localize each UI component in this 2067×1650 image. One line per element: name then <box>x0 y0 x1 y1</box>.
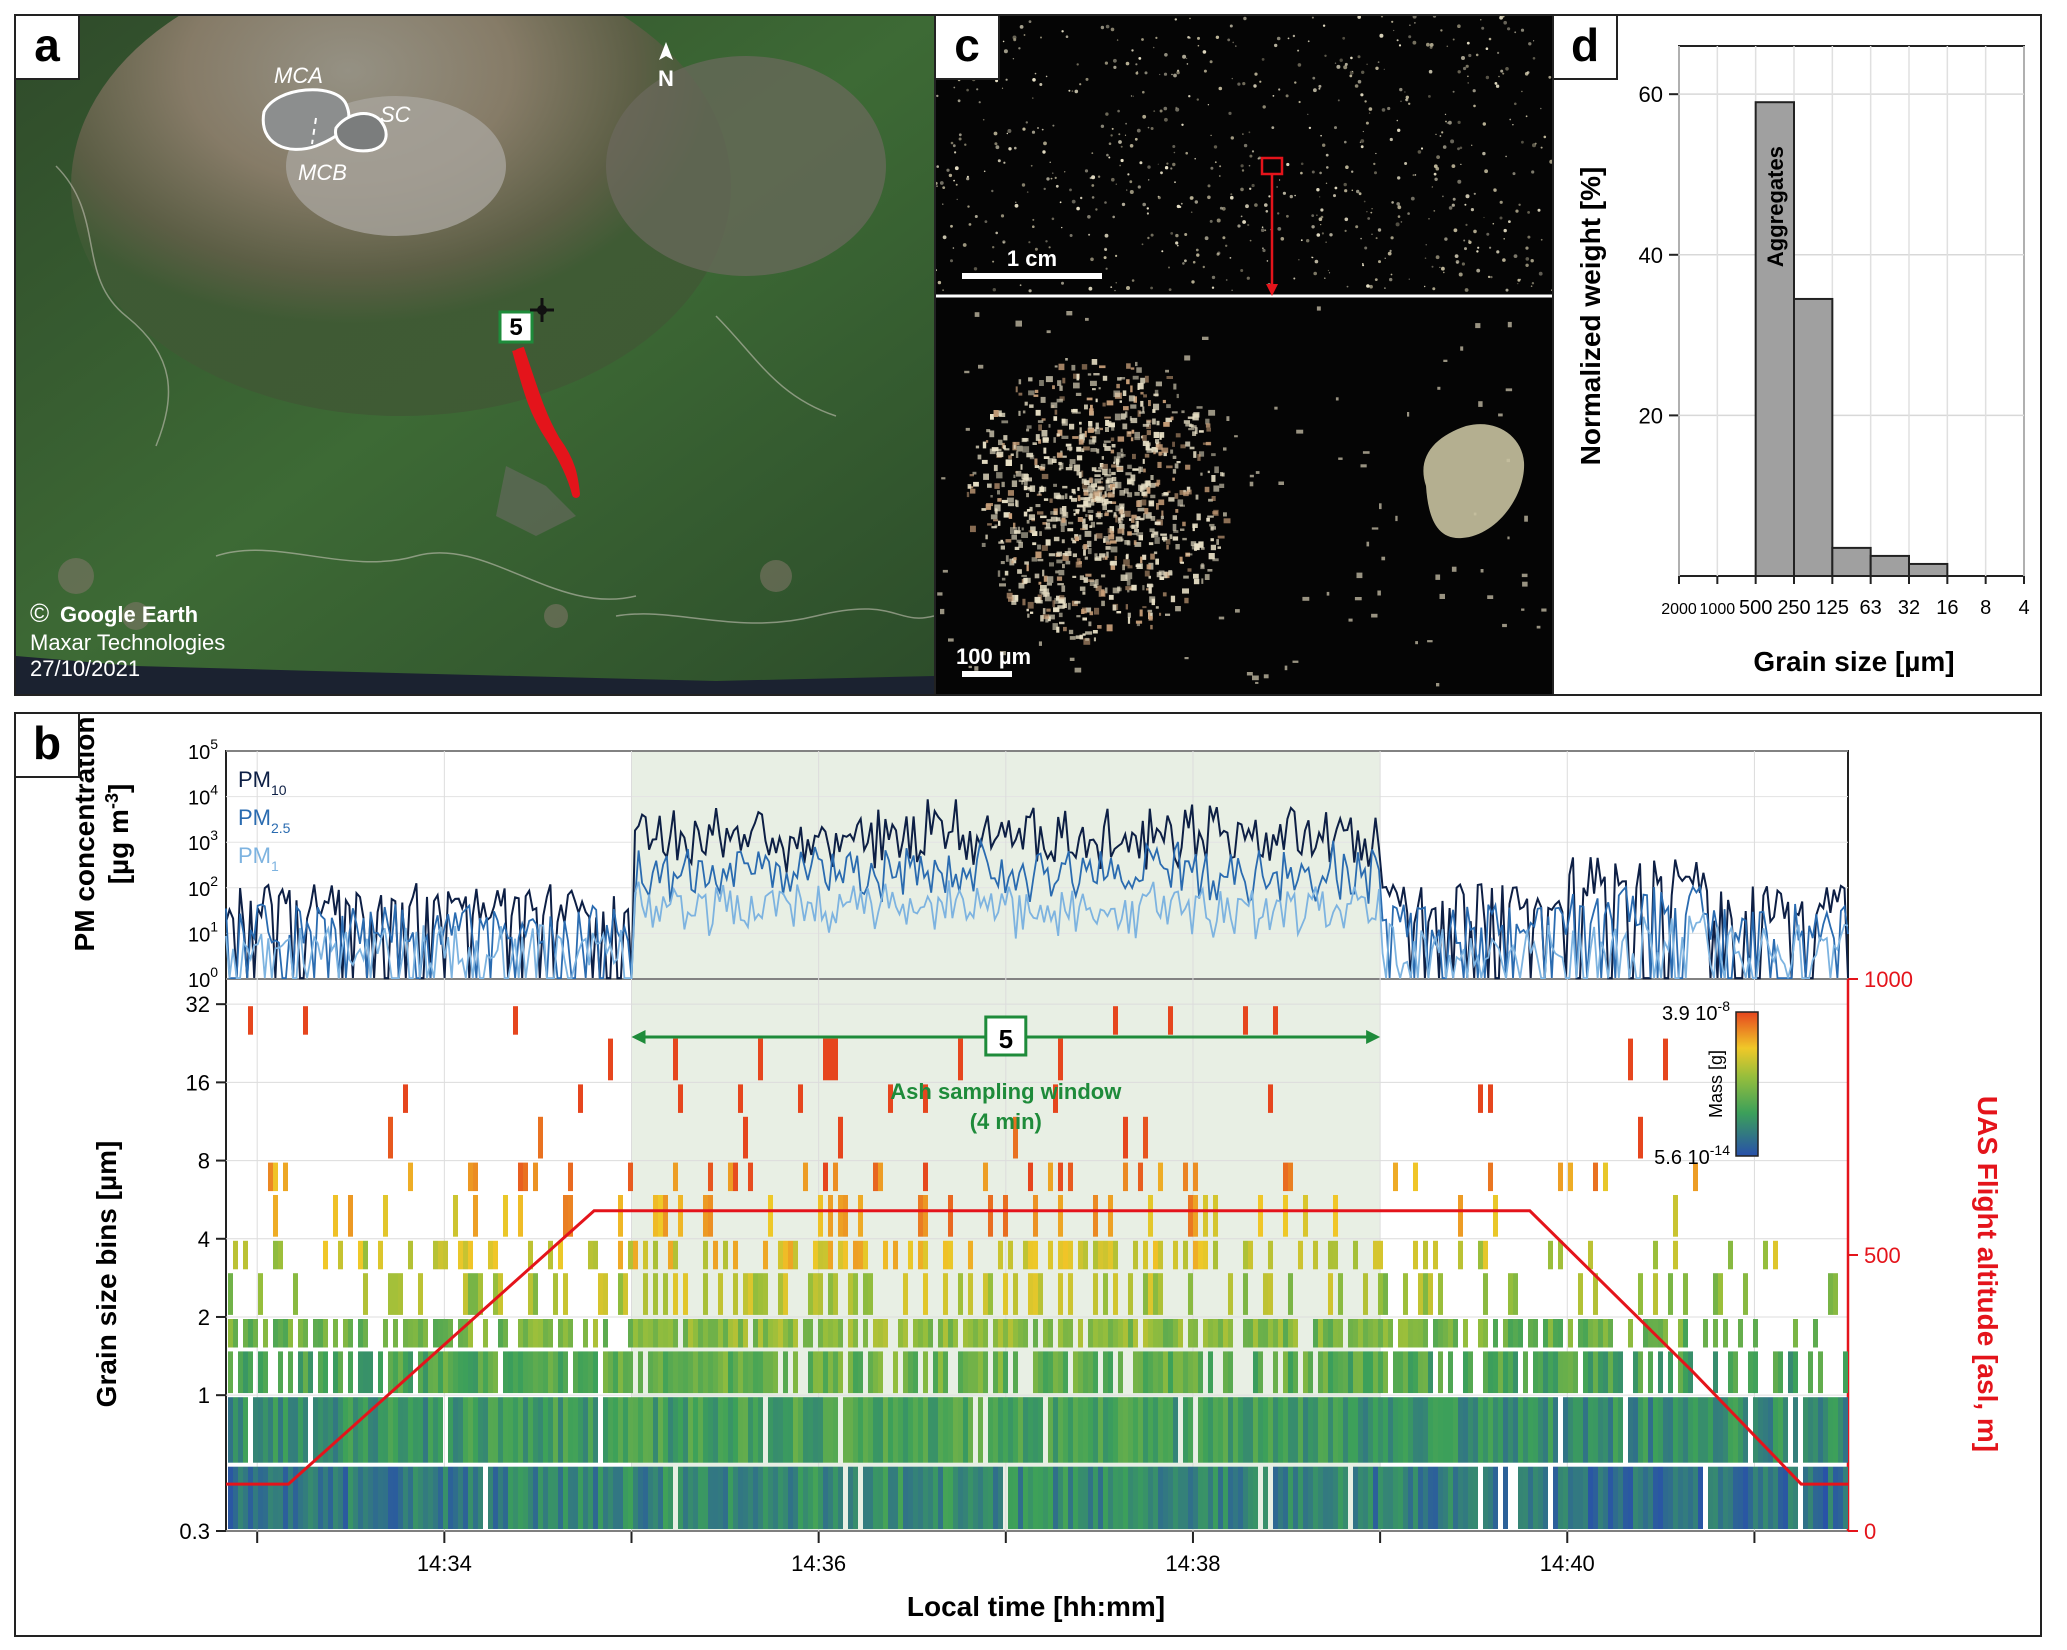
pm-series-line <box>225 880 1849 979</box>
grain-size-histogram: Normalized weight [%] Grain size [µm] 20… <box>1575 45 2030 677</box>
time-tick-label: 14:40 <box>1540 1551 1595 1576</box>
hist-xtick-label: 500 <box>1739 597 1772 619</box>
credit-maxar: Maxar Technologies <box>30 630 225 655</box>
altitude-tick-label: 1000 <box>1864 967 1913 992</box>
panel-b-timeseries: b PM concentration [µg m-3] Grain size b… <box>14 712 2042 1637</box>
grain-tick-label: 8 <box>198 1149 210 1174</box>
hist-ytick-label: 60 <box>1639 82 1663 107</box>
altitude-tick-label: 500 <box>1864 1243 1901 1268</box>
hist-xtick-label: 32 <box>1898 597 1920 619</box>
pm-ytick-label: 103 <box>188 827 218 855</box>
panel-c-micrograph: c 1 cm 100 µm <box>934 14 1554 696</box>
hist-xtick-label: 63 <box>1860 597 1882 619</box>
hist-bar <box>1793 297 1834 577</box>
altitude-line <box>226 1209 1848 1486</box>
grain-tick-label: 4 <box>198 1227 210 1252</box>
grain-ylabel: Grain size bins [µm] <box>91 1141 122 1408</box>
label-sc: SC <box>380 102 411 127</box>
site-box <box>498 310 534 344</box>
hist-ytick-label: 40 <box>1639 243 1663 268</box>
pm-legend-entry: PM10 <box>238 767 287 798</box>
hist-xlabel: Grain size [µm] <box>1753 646 1954 677</box>
sampling-label-2: (4 min) <box>970 1109 1042 1134</box>
site-label: 5 <box>509 314 522 341</box>
micrograph: 1 cm 100 µm <box>936 16 1552 694</box>
panel-d-histogram: d Normalized weight [%] Grain size [µm] … <box>1552 14 2042 696</box>
colorbar-min: 5.6 10-14 <box>1654 1142 1730 1169</box>
time-xlabel: Local time [hh:mm] <box>907 1591 1165 1622</box>
large-grain <box>1423 424 1525 539</box>
hist-xtick-label: 8 <box>1980 597 1991 619</box>
time-tick-label: 14:34 <box>417 1551 472 1576</box>
pm-ylabel-2: [µg m-3] <box>102 784 134 885</box>
sampling-site-box <box>984 1015 1028 1057</box>
hist-annotation: Aggregates <box>1763 146 1788 267</box>
satellite-map: MCA SC MCB N 5 © Google Earth Maxar Tech… <box>16 16 934 694</box>
panel-label-c: c <box>936 16 1000 80</box>
grain-size-heatmap <box>228 1006 1848 1529</box>
credit-google: Google Earth <box>60 602 198 627</box>
pm-ytick-label: 105 <box>188 736 218 764</box>
grain-tick-label: 32 <box>186 992 210 1017</box>
panel-label-d: d <box>1554 16 1618 80</box>
panel-label-b: b <box>16 714 80 778</box>
hist-bar <box>1831 546 1872 577</box>
pm-ytick-label: 100 <box>188 964 218 992</box>
credit-date: 27/10/2021 <box>30 656 140 681</box>
pm-ytick-label: 101 <box>188 918 218 946</box>
hist-xtick-label: 250 <box>1777 597 1810 619</box>
panel-a-map: a <box>14 14 936 696</box>
altitude-tick-label: 0 <box>1864 1519 1876 1544</box>
drone-icon <box>530 298 554 322</box>
flight-track <box>512 346 580 498</box>
pm-ytick-label: 104 <box>188 782 218 810</box>
panel-label-a: a <box>16 16 80 80</box>
colorbar-label: Mass [g] <box>1706 1050 1726 1118</box>
hist-bar <box>1908 562 1949 577</box>
hist-bar <box>1869 554 1910 578</box>
sampling-label-1: Ash sampling window <box>890 1079 1122 1104</box>
hist-xtick-label: 1000 <box>1700 601 1736 618</box>
hist-ylabel: Normalized weight [%] <box>1575 167 1606 466</box>
hist-xtick-label: 2000 <box>1661 601 1697 618</box>
hist-plot-area <box>1678 45 2025 577</box>
hist-xtick-label: 125 <box>1816 597 1849 619</box>
pm-ytick-label: 102 <box>188 873 218 901</box>
grain-tick-label: 0.3 <box>179 1519 210 1544</box>
north-arrow-icon <box>659 42 673 60</box>
sampling-site-label: 5 <box>999 1024 1013 1054</box>
ash-specks-bottom <box>937 306 1547 687</box>
pm-series-line <box>225 799 1849 980</box>
grain-tick-label: 1 <box>198 1383 210 1408</box>
grain-tick-label: 2 <box>198 1305 210 1330</box>
pm-and-grainsize-chart: PM concentration [µg m-3] Grain size bin… <box>69 717 2003 1622</box>
altitude-ylabel: UAS Flight altitude [asl, m] <box>1972 1096 2003 1452</box>
time-tick-label: 14:36 <box>791 1551 846 1576</box>
credit-symbol: © <box>30 598 49 628</box>
ash-specks-top <box>936 16 1552 293</box>
label-mcb: MCB <box>298 160 347 185</box>
hist-xtick-label: 16 <box>1936 597 1958 619</box>
scale-label-top: 1 cm <box>1007 246 1057 271</box>
grain-tick-label: 16 <box>186 1070 210 1095</box>
colorbar <box>1735 1011 1759 1157</box>
pm-legend-entry: PM1 <box>238 843 279 874</box>
label-mca: MCA <box>274 63 323 88</box>
scale-label-bottom: 100 µm <box>956 644 1031 669</box>
hist-ytick-label: 20 <box>1639 403 1663 428</box>
hist-xtick-label: 4 <box>2018 597 2029 619</box>
colorbar-max: 3.9 10-8 <box>1662 998 1730 1025</box>
pm-legend-entry: PM2.5 <box>238 805 291 836</box>
crater-outline-sc <box>334 112 388 153</box>
time-tick-label: 14:38 <box>1165 1551 1220 1576</box>
hist-bar <box>1754 101 1796 577</box>
north-label: N <box>658 66 674 91</box>
